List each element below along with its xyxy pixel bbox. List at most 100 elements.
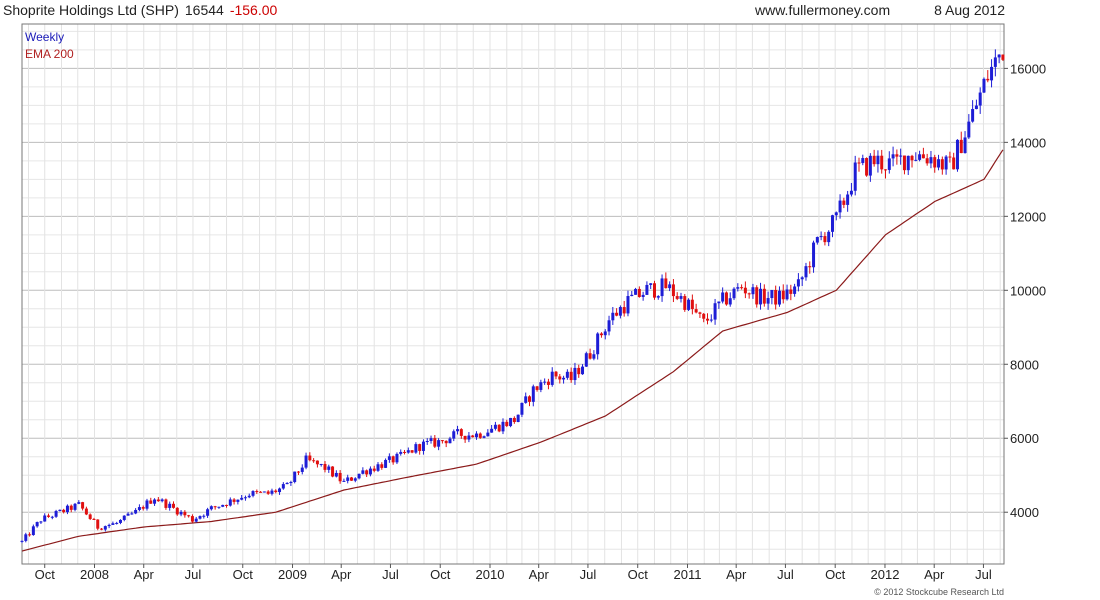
candle-up — [849, 182, 853, 197]
candle-up — [467, 432, 471, 443]
candle-up — [687, 298, 691, 312]
candle-down — [96, 519, 100, 531]
candle-up — [603, 329, 607, 340]
candle-up — [54, 509, 58, 518]
candle-down — [940, 156, 944, 175]
candle-up — [709, 314, 713, 323]
x-tick-label: Oct — [233, 567, 254, 582]
candle-down — [418, 443, 422, 455]
candle-up — [618, 305, 622, 319]
candle-up — [43, 513, 47, 522]
candle-up — [728, 292, 732, 307]
y-tick-label: 14000 — [1010, 135, 1046, 150]
candle-down — [156, 497, 160, 502]
x-tick-label: Oct — [35, 567, 56, 582]
candle-up — [861, 154, 865, 166]
candle-up — [107, 523, 111, 529]
candle-up — [982, 77, 986, 94]
candle-up — [868, 153, 872, 182]
candle-down — [558, 373, 562, 384]
candle-down — [959, 131, 963, 154]
candle-down — [588, 348, 592, 360]
candle-down — [925, 153, 929, 166]
candle-up — [543, 378, 547, 385]
candle-up — [819, 231, 823, 241]
candle-up — [194, 516, 198, 523]
candle-up — [645, 281, 649, 295]
candle-up — [804, 262, 808, 281]
chart-title: Shoprite Holdings Ltd (SHP) 16544 -156.00 — [3, 2, 278, 18]
candle-up — [766, 291, 770, 310]
x-tick-label: 2008 — [80, 567, 109, 582]
candle-up — [474, 431, 478, 440]
candle-down — [81, 501, 85, 511]
candle-down — [880, 149, 884, 174]
candle-up — [887, 151, 891, 174]
candle-up — [395, 452, 399, 465]
candle-down — [141, 505, 145, 511]
x-tick-label: Jul — [975, 567, 992, 582]
candle-down — [171, 501, 175, 509]
candle-up — [327, 464, 331, 473]
candle-up — [168, 501, 172, 511]
x-tick-label: Jul — [777, 567, 794, 582]
candle-up — [20, 540, 24, 544]
candle-up — [486, 429, 490, 437]
candle-down — [740, 284, 744, 290]
candle-down — [372, 465, 376, 473]
candle-up — [974, 99, 978, 110]
candle-up — [592, 350, 596, 361]
copyright-notice: © 2012 Stockcube Research Ltd — [874, 587, 1004, 597]
x-tick-label: Jul — [580, 567, 597, 582]
candle-down — [948, 151, 952, 163]
candle-up — [490, 425, 494, 433]
legend-ema: EMA 200 — [25, 47, 74, 61]
candle-down — [471, 434, 475, 438]
candle-down — [69, 504, 73, 513]
candle-up — [300, 464, 304, 475]
candle-down — [463, 435, 467, 443]
candle-up — [65, 504, 69, 515]
candle-down — [225, 504, 229, 508]
candle-up — [660, 274, 664, 302]
candle-up — [713, 298, 717, 325]
candle-down — [478, 432, 482, 439]
candle-up — [111, 521, 115, 525]
candle-up — [531, 384, 535, 407]
candle-up — [967, 114, 971, 140]
symbol-name: Shoprite Holdings Ltd (SHP) — [3, 2, 179, 18]
x-tick-label: 2012 — [871, 567, 900, 582]
candle-down — [823, 232, 827, 246]
candle-up — [145, 498, 149, 511]
candle-up — [978, 87, 982, 114]
candle-up — [906, 155, 910, 175]
candle-down — [505, 419, 509, 428]
x-tick-label: Apr — [331, 567, 352, 582]
candle-down — [512, 416, 516, 424]
candle-up — [899, 148, 903, 165]
candle-up — [134, 508, 138, 515]
candle-up — [990, 59, 994, 88]
candle-up — [425, 438, 429, 445]
candle-down — [391, 455, 395, 465]
candle-up — [122, 515, 126, 522]
candle-up — [202, 514, 206, 519]
candle-up — [421, 439, 425, 455]
candle-up — [550, 367, 554, 387]
candle-up — [630, 291, 634, 297]
candle-up — [179, 510, 183, 517]
candle-up — [346, 474, 350, 484]
candle-down — [459, 428, 463, 439]
candle-down — [410, 450, 414, 454]
y-tick-label: 12000 — [1010, 209, 1046, 224]
candle-up — [387, 453, 391, 463]
candle-down — [702, 313, 706, 323]
candle-down — [865, 157, 869, 177]
candle-up — [838, 194, 842, 219]
candle-up — [118, 519, 122, 525]
candle-up — [800, 276, 804, 286]
candle-down — [213, 505, 217, 510]
candle-up — [217, 506, 221, 509]
candle-up — [198, 515, 202, 520]
candle-up — [319, 463, 323, 467]
